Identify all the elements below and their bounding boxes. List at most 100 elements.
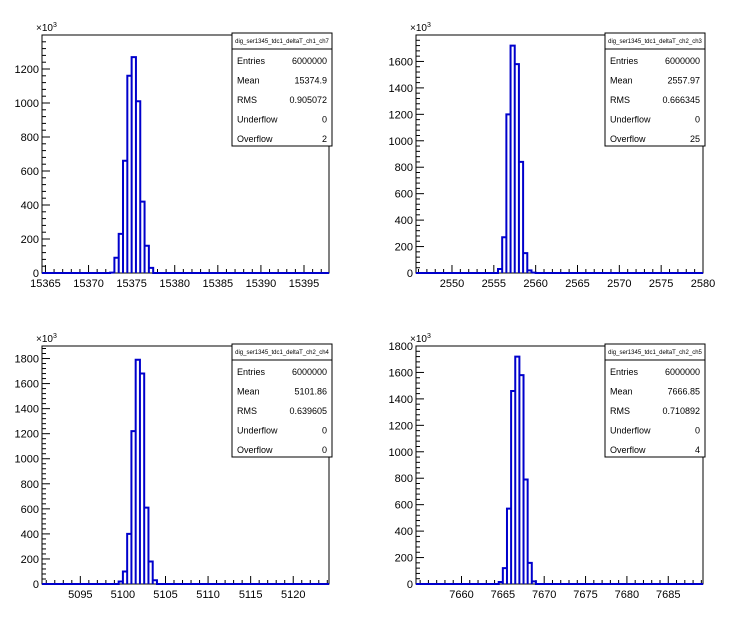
x-tick-label: 15365 (30, 278, 61, 290)
stats-value: 0 (695, 115, 700, 125)
histogram-panel-2: 2550 2555 2560 2565 2570 2575 2580 0 200 400 600 80… (389, 22, 716, 290)
y-tick-label: 1400 (389, 83, 413, 95)
stats-box: dig_ser1345_tdc1_deltaT_ch2_ch5 Entries 60… (604, 343, 706, 458)
x-tick-label: 5115 (239, 589, 263, 601)
x-tick-label: 5120 (281, 589, 305, 601)
y-tick-label: 1400 (15, 404, 39, 416)
stats-box-title: dig_ser1345_tdc1_deltaT_ch2_ch5 (608, 350, 702, 356)
y-tick-label: 800 (395, 473, 413, 485)
histogram-panel-4: 7660 7665 7670 7675 7680 7685 0 200 400 600 800 100… (389, 333, 706, 601)
y-tick-label: 200 (395, 553, 413, 565)
stats-value: 6000000 (292, 56, 327, 66)
stats-label: Mean (237, 76, 260, 86)
stats-value: 5101.86 (294, 387, 327, 397)
stats-value: 6000000 (292, 367, 327, 377)
y-tick-label: 600 (395, 500, 413, 512)
stats-box-title: dig_ser1345_tdc1_deltaT_ch1_ch7 (235, 39, 329, 45)
stats-value: 0.639605 (289, 406, 327, 416)
y-tick-label: 400 (395, 215, 413, 227)
y-tick-label: 800 (21, 132, 39, 144)
stats-value: 4 (695, 445, 700, 455)
stats-box: dig_ser1345_tdc1_deltaT_ch2_ch4 Entries 60… (231, 343, 333, 458)
stats-value: 2557.97 (667, 76, 700, 86)
stats-value: 6000000 (665, 56, 700, 66)
y-exponent-label: ×103 (410, 22, 431, 34)
y-tick-label: 1800 (15, 354, 39, 366)
y-tick-label: 1200 (15, 64, 39, 76)
y-tick-label: 200 (21, 554, 39, 566)
stats-value: 6000000 (665, 367, 700, 377)
y-tick-label: 1400 (389, 394, 413, 406)
x-tick-label: 2560 (523, 278, 547, 290)
stats-label: Entries (610, 56, 639, 66)
y-exponent-label: ×103 (410, 333, 431, 345)
stats-label: Underflow (237, 115, 278, 125)
x-tick-label: 15370 (73, 278, 104, 290)
y-tick-label: 400 (395, 526, 413, 538)
y-tick-label: 600 (21, 166, 39, 178)
y-tick-label: 400 (21, 200, 39, 212)
stats-value: 0 (322, 445, 327, 455)
y-tick-label: 600 (395, 189, 413, 201)
x-tick-label: 7670 (532, 589, 556, 601)
y-exponent-label: ×103 (36, 333, 57, 345)
stats-box-frame (231, 343, 333, 458)
stats-value: 0 (695, 426, 700, 436)
y-tick-label: 1200 (389, 109, 413, 121)
stats-label: Underflow (610, 115, 651, 125)
stats-label: Underflow (610, 426, 651, 436)
x-tick-label: 5110 (196, 589, 220, 601)
x-tick-label: 7660 (449, 589, 473, 601)
x-tick-label: 15395 (289, 278, 320, 290)
x-tick-label: 7675 (573, 589, 597, 601)
y-tick-label: 0 (33, 268, 39, 280)
x-tick-label: 2575 (649, 278, 673, 290)
stats-label: RMS (237, 406, 257, 416)
y-tick-label: 0 (33, 579, 39, 591)
x-tick-label: 15375 (116, 278, 147, 290)
y-tick-label: 600 (21, 504, 39, 516)
y-tick-label: 200 (395, 242, 413, 254)
x-tick-label: 15380 (159, 278, 190, 290)
stats-value: 7666.85 (667, 387, 700, 397)
stats-label: RMS (610, 95, 630, 105)
y-tick-label: 800 (21, 479, 39, 491)
stats-label: Overflow (237, 134, 273, 144)
y-tick-label: 1200 (15, 429, 39, 441)
y-tick-label: 800 (395, 162, 413, 174)
stats-box-frame (231, 32, 333, 147)
x-tick-label: 2580 (691, 278, 715, 290)
stats-label: Overflow (610, 134, 646, 144)
y-tick-label: 0 (407, 268, 413, 280)
y-tick-label: 1600 (389, 367, 413, 379)
stats-label: RMS (237, 95, 257, 105)
stats-label: Overflow (237, 445, 273, 455)
x-tick-label: 5105 (153, 589, 177, 601)
x-tick-label: 5100 (111, 589, 135, 601)
y-tick-label: 1000 (15, 454, 39, 466)
x-tick-label: 7665 (491, 589, 515, 601)
stats-value: 0.905072 (289, 95, 327, 105)
y-tick-label: 1800 (389, 341, 413, 353)
stats-value: 25 (690, 134, 700, 144)
histogram-outline (42, 358, 329, 585)
x-tick-label: 2565 (565, 278, 589, 290)
y-tick-label: 1600 (15, 379, 39, 391)
stats-label: Entries (237, 56, 266, 66)
stats-box-title: dig_ser1345_tdc1_deltaT_ch2_ch3 (608, 39, 702, 45)
stats-value: 0 (322, 426, 327, 436)
x-tick-label: 15390 (246, 278, 277, 290)
stats-box-frame (604, 32, 706, 147)
x-tick-label: 7685 (656, 589, 680, 601)
stats-value: 0 (322, 115, 327, 125)
stats-label: Mean (610, 387, 633, 397)
stats-box-frame (604, 343, 706, 458)
stats-box-title: dig_ser1345_tdc1_deltaT_ch2_ch4 (235, 350, 329, 356)
y-exponent-label: ×103 (36, 22, 57, 34)
stats-label: RMS (610, 406, 630, 416)
stats-value: 0.666345 (662, 95, 700, 105)
stats-box: dig_ser1345_tdc1_deltaT_ch2_ch3 Entries 60… (604, 32, 706, 147)
y-tick-label: 0 (407, 579, 413, 591)
stats-label: Underflow (237, 426, 278, 436)
